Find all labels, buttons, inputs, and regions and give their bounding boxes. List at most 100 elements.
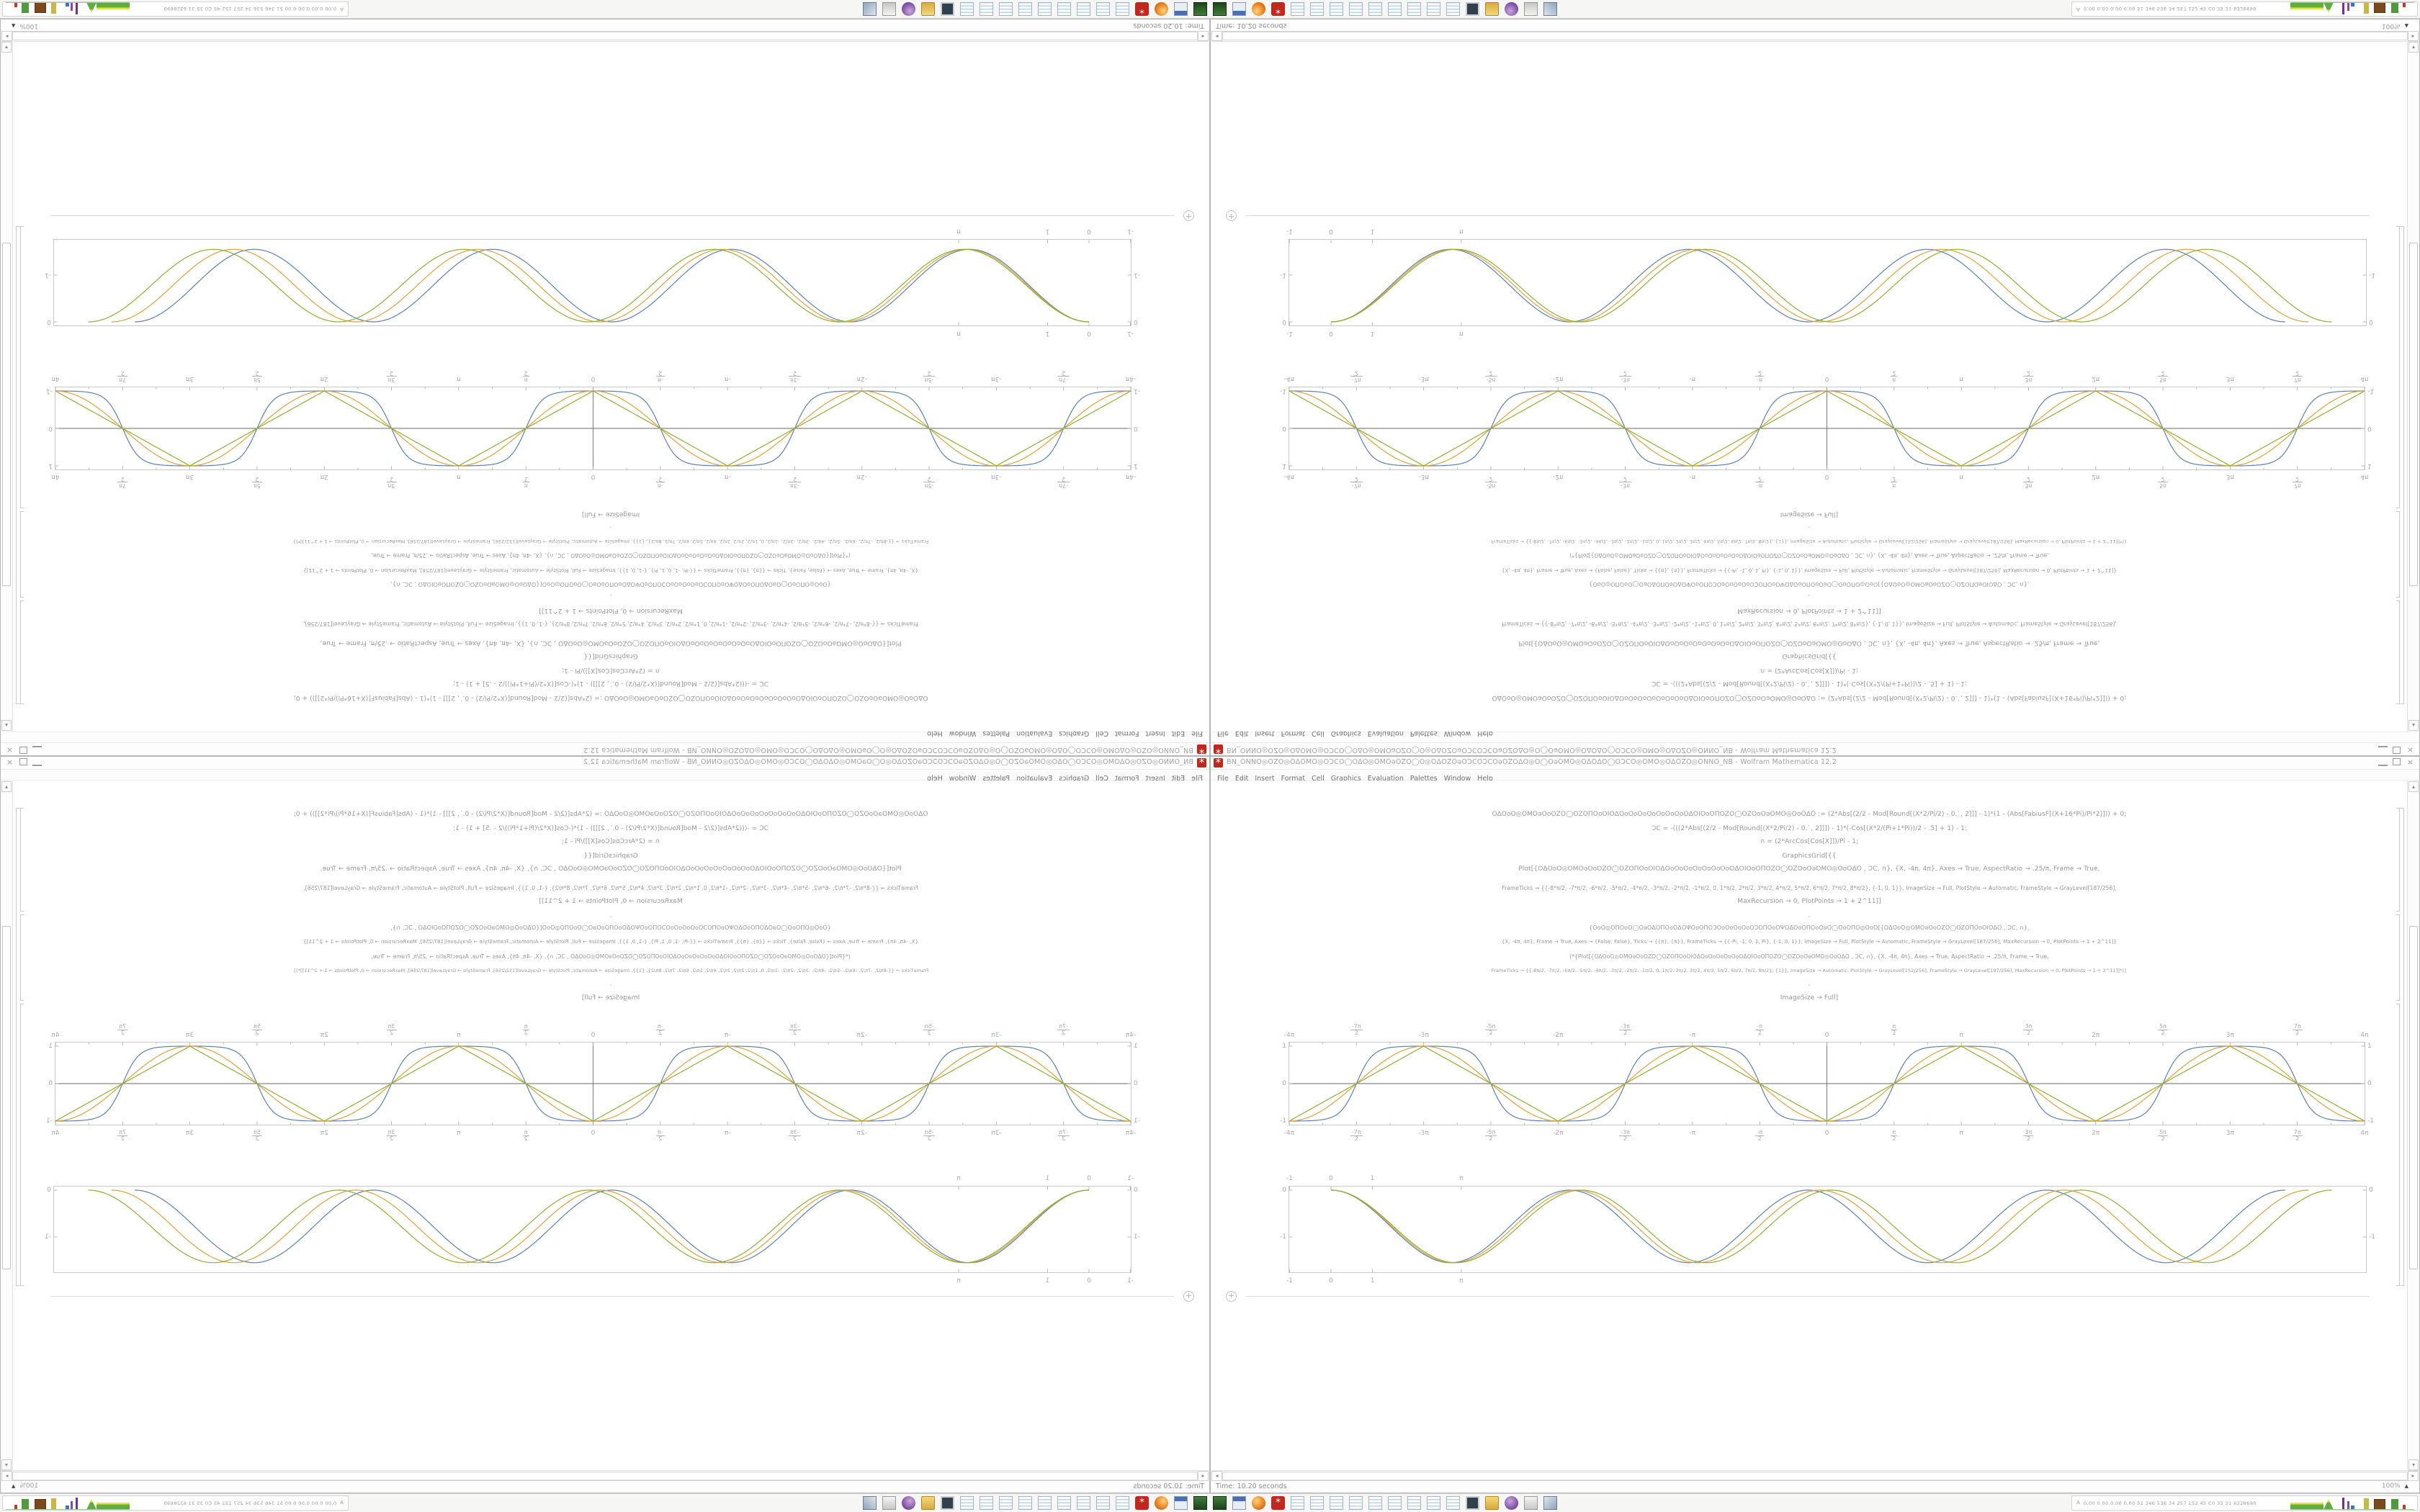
code-line[interactable]: {X, -4π, 4π}, Frame → True, Axes → {Fals… bbox=[1501, 567, 2118, 573]
code-line[interactable]: (*{Plot[{ΟΔΟοΟ◎ΟΜΟǝΟοΟΖΟ◯ΟΖΟΠΟοΟΙΟΔΟοΟοΟ… bbox=[1569, 953, 2049, 960]
monitor-icon[interactable] bbox=[941, 1496, 954, 1510]
menu-item-palettes[interactable]: Palettes bbox=[1410, 775, 1438, 783]
horizontal-scroll-thumb[interactable] bbox=[1222, 32, 2408, 40]
zoom-menu-arrow-icon[interactable]: ▲ bbox=[2404, 1483, 2408, 1489]
text-editor-icon[interactable] bbox=[863, 2, 877, 16]
cell-bracket-input[interactable] bbox=[20, 808, 24, 912]
window-titlebar[interactable]: * ΒΝ_ΟΝΝΟ◎ΟΖΟ◎ΟΔΟΜΟ◎ΟƆϹΟ◯ΟΔΟ◎ΟΜΟǝΟΖΟ◯Ο◎Ο… bbox=[1, 757, 1209, 770]
notebook-window-icon[interactable] bbox=[1427, 1496, 1440, 1510]
gimp-icon[interactable] bbox=[902, 2, 915, 16]
notebook-window-icon[interactable] bbox=[980, 2, 993, 16]
scroll-down-icon[interactable]: ▾ bbox=[2408, 1459, 2419, 1470]
window-titlebar[interactable]: * ΒΝ_ΟΝΝΟ◎ΟΖΟ◎ΟΔΟΜΟ◎ΟƆϹΟ◯ΟΔΟ◎ΟΜΟǝΟΖΟ◯Ο◎Ο… bbox=[1, 742, 1209, 755]
notebook-window-icon[interactable] bbox=[1077, 1496, 1090, 1510]
code-line[interactable]: ΟΔΟοΟ◎ΟΜΟǝΟοΟΖΟ◯ΟΖΟΠΟοΟΙΟΔΟοΟοΟοΟοΟοΟοΟο… bbox=[293, 811, 928, 818]
code-line[interactable]: ' bbox=[1808, 523, 1811, 528]
vertical-scroll-thumb[interactable] bbox=[2409, 926, 2418, 1269]
folder-icon[interactable] bbox=[1485, 2, 1499, 16]
insert-cell-plus-icon[interactable]: + bbox=[1183, 1291, 1194, 1302]
insert-cell-plus-icon[interactable]: + bbox=[1226, 210, 1237, 221]
close-icon[interactable]: × bbox=[2406, 757, 2414, 767]
code-line[interactable]: {ΟοΟ◎ΟΠΟοΟ◯ΟǝΟΔΟΠΟοΟΔΟΨΟοΟΠΟƆΟοΟοΟοΟοΟƆΟ… bbox=[1589, 581, 2030, 588]
notebook-window-icon[interactable] bbox=[999, 2, 1013, 16]
zoom-level[interactable]: 100% bbox=[19, 22, 39, 30]
scroll-left-icon[interactable]: ◂ bbox=[1198, 1471, 1209, 1481]
code-line[interactable]: ImageSize → Full] bbox=[1780, 994, 1839, 1002]
notebook-window-icon[interactable] bbox=[1291, 2, 1304, 16]
cell-bracket-group[interactable] bbox=[2401, 808, 2404, 1286]
code-line[interactable]: FrameTicks → {{-8π/2, -7π/2, -6π/2, -5π/… bbox=[292, 968, 929, 973]
code-line[interactable]: GraphicsGrid[{{ bbox=[1782, 852, 1837, 860]
text-editor-icon[interactable] bbox=[863, 1496, 877, 1510]
browser-icon[interactable] bbox=[1155, 2, 1168, 16]
notebook-window-icon[interactable] bbox=[1349, 1496, 1363, 1510]
mathematica-taskbar-icon[interactable]: * bbox=[1271, 1496, 1285, 1510]
magnification-control[interactable]: 100%▲ bbox=[12, 1482, 38, 1490]
magnification-control[interactable]: 100%▲ bbox=[12, 22, 38, 30]
vertical-scroll-thumb[interactable] bbox=[2, 243, 11, 586]
code-line[interactable]: ∩ = (2*ArcCos[Cos[X]])/Pi - 1; bbox=[561, 838, 660, 845]
cell-bracket-input2[interactable] bbox=[2396, 914, 2400, 1001]
code-line[interactable]: (*{Plot[{ΟΔΟοΟ◎ΟΜΟǝΟοΟΖΟ◯ΟΖΟΠΟοΟΙΟΔΟοΟοΟ… bbox=[371, 552, 851, 559]
package-manager-icon[interactable] bbox=[1193, 1496, 1207, 1510]
notebook-window-icon[interactable] bbox=[960, 2, 974, 16]
mathematica-taskbar-icon[interactable]: * bbox=[1271, 2, 1285, 16]
horizontal-scroll-thumb[interactable] bbox=[1222, 1472, 2408, 1480]
menu-item-evaluation[interactable]: Evaluation bbox=[1367, 775, 1404, 783]
scroll-right-icon[interactable]: ▸ bbox=[1, 1471, 12, 1481]
scroll-right-icon[interactable]: ▸ bbox=[2408, 1471, 2419, 1481]
code-line[interactable]: (*{Plot[{ΟΔΟοΟ◎ΟΜΟǝΟοΟΖΟ◯ΟΖΟΠΟοΟΙΟΔΟοΟοΟ… bbox=[1569, 552, 2049, 559]
insert-cell-plus-icon[interactable]: + bbox=[1183, 210, 1194, 221]
zoom-level[interactable]: 100% bbox=[19, 1482, 39, 1490]
package-manager-icon[interactable] bbox=[1213, 2, 1227, 16]
cell-insertion-bar[interactable]: + bbox=[1226, 210, 2370, 221]
browser-icon[interactable] bbox=[1252, 1496, 1265, 1510]
notebook-window-icon[interactable] bbox=[1291, 1496, 1304, 1510]
code-line[interactable]: , bbox=[609, 912, 612, 918]
notebook-window-icon[interactable] bbox=[1330, 2, 1343, 16]
cell-bracket-group[interactable] bbox=[2401, 226, 2404, 704]
code-line[interactable]: ∩ = (2*ArcCos[Cos[X]])/Pi - 1; bbox=[1760, 667, 1859, 674]
code-line[interactable]: GraphicsGrid[{{ bbox=[583, 852, 638, 860]
notebook-window-icon[interactable] bbox=[1388, 2, 1402, 16]
notebook-window-icon[interactable] bbox=[1096, 1496, 1110, 1510]
documents-icon[interactable] bbox=[1524, 2, 1538, 16]
cell-bracket-input[interactable] bbox=[20, 600, 24, 704]
code-line[interactable]: , bbox=[609, 594, 612, 600]
cell-bracket-input[interactable] bbox=[2396, 600, 2400, 704]
close-icon[interactable]: × bbox=[6, 757, 14, 767]
notebook-window-icon[interactable] bbox=[1446, 2, 1460, 16]
cell-bracket-input[interactable] bbox=[2396, 808, 2400, 912]
code-line[interactable]: {ΟοΟ◎ΟΠΟοΟ◯ΟǝΟΔΟΠΟοΟΔΟΨΟοΟΠΟƆΟοΟοΟοΟοΟƆΟ… bbox=[1589, 924, 2030, 931]
notebook-window-icon[interactable] bbox=[1446, 1496, 1460, 1510]
window-titlebar[interactable]: * ΒΝ_ΟΝΝΟ◎ΟΖΟ◎ΟΔΟΜΟ◎ΟƆϹΟ◯ΟΔΟ◎ΟΜΟǝΟΖΟ◯Ο◎Ο… bbox=[1211, 742, 2419, 755]
close-icon[interactable]: × bbox=[2406, 745, 2414, 755]
vertical-scrollbar[interactable]: ▴ ▾ bbox=[2407, 780, 2419, 1471]
zoom-level[interactable]: 100% bbox=[2381, 22, 2401, 30]
monitor-icon[interactable] bbox=[941, 2, 954, 16]
maximize-icon[interactable] bbox=[19, 747, 27, 754]
notebook-window-icon[interactable] bbox=[1077, 2, 1090, 16]
code-line[interactable]: ' bbox=[609, 523, 612, 528]
floppy-window-icon[interactable] bbox=[1232, 2, 1246, 16]
scroll-left-icon[interactable]: ◂ bbox=[1211, 31, 1222, 41]
scroll-right-icon[interactable]: ▸ bbox=[1, 31, 12, 41]
code-line[interactable]: {ΟοΟ◎ΟΠΟοΟ◯ΟǝΟΔΟΠΟοΟΔΟΨΟοΟΠΟƆΟοΟοΟοΟοΟƆΟ… bbox=[390, 581, 831, 588]
code-line[interactable]: MaxRecursion → 0, PlotPoints → 1 + 2^11]… bbox=[1737, 898, 1881, 905]
notebook-window-icon[interactable] bbox=[1310, 2, 1324, 16]
menu-item-help[interactable]: Help bbox=[1477, 775, 1493, 783]
notebook-window-icon[interactable] bbox=[1096, 2, 1110, 16]
notebook-window-icon[interactable] bbox=[1116, 2, 1129, 16]
menu-item-edit[interactable]: Edit bbox=[1234, 775, 1249, 783]
scroll-up-icon[interactable]: ▴ bbox=[1, 720, 12, 731]
minimize-icon[interactable] bbox=[32, 746, 42, 754]
notebook-window-icon[interactable] bbox=[1349, 2, 1363, 16]
minimize-icon[interactable] bbox=[2378, 758, 2388, 766]
code-line[interactable]: ΟΔΟοΟ◎ΟΜΟǝΟοΟΖΟ◯ΟΖΟΠΟοΟΙΟΔΟοΟοΟοΟοΟοΟοΟο… bbox=[1492, 811, 2127, 818]
notebook-window-icon[interactable] bbox=[1018, 1496, 1032, 1510]
menu-item-window[interactable]: Window bbox=[1443, 775, 1471, 783]
folder-icon[interactable] bbox=[1485, 1496, 1499, 1510]
window-titlebar[interactable]: * ΒΝ_ΟΝΝΟ◎ΟΖΟ◎ΟΔΟΜΟ◎ΟƆϹΟ◯ΟΔΟ◎ΟΜΟǝΟΖΟ◯Ο◎Ο… bbox=[1211, 757, 2419, 770]
code-line[interactable]: FrameTicks → {{-8π/2, -7π/2, -6π/2, -5π/… bbox=[1491, 968, 2128, 973]
menu-item-file[interactable]: File bbox=[1217, 775, 1229, 783]
